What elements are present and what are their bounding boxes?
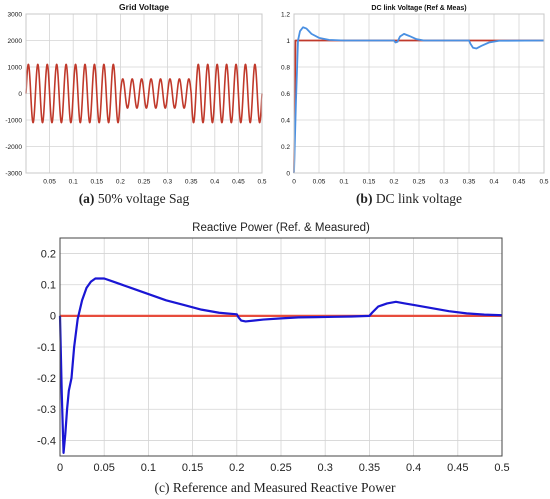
y-tick-label: 0 [286,170,290,177]
x-tick-label: 0.1 [141,462,156,474]
caption-a-text: 50% voltage Sag [97,191,190,206]
x-tick-label: 0.35 [185,179,198,186]
chart-title: Reactive Power (Ref. & Measured) [192,222,370,234]
caption-a-tag: (a) [78,191,95,206]
x-tick-label: 0.3 [439,179,448,186]
y-tick-label: 0 [18,91,22,98]
x-tick-label: 0.1 [69,179,78,186]
x-tick-label: 0.2 [229,462,244,474]
chart-svg-c: 0 0.05 0.1 0.15 0.2 0.25 0.3 0.35 0.4 0.45 0.5 0.2 0… [37,222,510,474]
x-tick-label: 0.05 [43,179,56,186]
plot-frame [25,13,263,174]
y-tick-label: 0.8 [281,64,290,71]
series-line-2 [293,26,545,174]
x-tick-label: 0.3 [163,179,172,186]
y-tick-label: 3000 [8,11,23,18]
y-tick-label: 1.2 [281,11,290,18]
x-tick-label: 0 [57,462,63,474]
x-tick-label: 0.35 [359,462,380,474]
x-tick-label: 0.5 [539,179,548,186]
series-line-2 [58,277,503,454]
y-tick-label: -0.4 [37,435,56,447]
x-tick-label: 0.25 [138,179,151,186]
x-tick-label: 0.45 [513,179,526,186]
x-tick-label: 0.4 [406,462,421,474]
x-tick-label: 0.05 [93,462,114,474]
x-tick-label: 0.4 [489,179,498,186]
y-tick-label: 0.6 [281,91,290,98]
y-tick-label: 0.4 [281,117,290,124]
x-tick-label: 0.25 [413,179,426,186]
caption-a: (a) 50% voltage Sag [0,191,268,207]
caption-b-tag: (b) [355,191,373,206]
y-tick-label: -0.2 [37,373,56,385]
x-tick-label: 0.15 [90,179,103,186]
dc-link-voltage-chart: 0 0.05 0.1 0.15 0.2 0.25 0.3 0.35 0.4 0.45 0.5 0 0.2… [268,0,550,190]
grid-voltage-chart: 0.05 0.1 0.15 0.2 0.25 0.3 0.35 0.4 0.45 0.5 3000 2… [0,0,268,190]
x-tick-label: 0.2 [389,179,398,186]
x-tick-label: 0.4 [210,179,219,186]
x-tick-label: 0.25 [270,462,291,474]
x-tick-label: 0.15 [182,462,203,474]
y-tick-label: -1000 [5,117,22,124]
x-tick-label: 0 [292,179,296,186]
y-tick-label: 1 [286,38,290,45]
x-tick-label: 0.3 [318,462,333,474]
x-tick-label: 0.45 [232,179,245,186]
y-tick-label: 1000 [8,64,23,71]
x-tick-label: 0.05 [313,179,326,186]
chart-svg-a: 0.05 0.1 0.15 0.2 0.25 0.3 0.35 0.4 0.45 0.5 3000 2… [5,2,267,186]
y-tick-label: 2000 [8,38,23,45]
y-tick-label: 0.1 [41,280,56,292]
x-tick-label: 0.2 [116,179,125,186]
x-tick-label: 0.45 [447,462,468,474]
y-tick-label: -0.3 [37,404,56,416]
chart-svg-b: 0 0.05 0.1 0.15 0.2 0.25 0.3 0.35 0.4 0.45 0.5 0 0.2… [281,5,549,186]
chart-title: DC link Voltage (Ref & Meas) [371,5,466,12]
caption-b: (b) DC link voltage [268,191,550,207]
y-tick-label: 0 [50,311,56,323]
caption-b-text: DC link voltage [375,191,463,206]
plot-frame [59,237,503,457]
series-line-1 [25,63,263,124]
y-tick-label: -0.1 [37,342,56,354]
x-tick-label: 0.15 [363,179,376,186]
y-tick-label: -3000 [5,170,22,177]
chart-title: Grid Voltage [119,2,169,12]
x-tick-label: 0.1 [339,179,348,186]
reactive-power-chart: 0 0.05 0.1 0.15 0.2 0.25 0.3 0.35 0.4 0.45 0.5 0.2 0… [0,216,550,478]
y-tick-label: 0.2 [41,248,56,260]
y-tick-label: -2000 [5,144,22,151]
y-tick-label: 0.2 [281,144,290,151]
caption-c: (c) Reference and Measured Reactive Powe… [154,480,396,495]
x-tick-label: 0.5 [257,179,266,186]
x-tick-label: 0.5 [494,462,509,474]
plot-frame [293,13,545,174]
x-tick-label: 0.35 [463,179,476,186]
